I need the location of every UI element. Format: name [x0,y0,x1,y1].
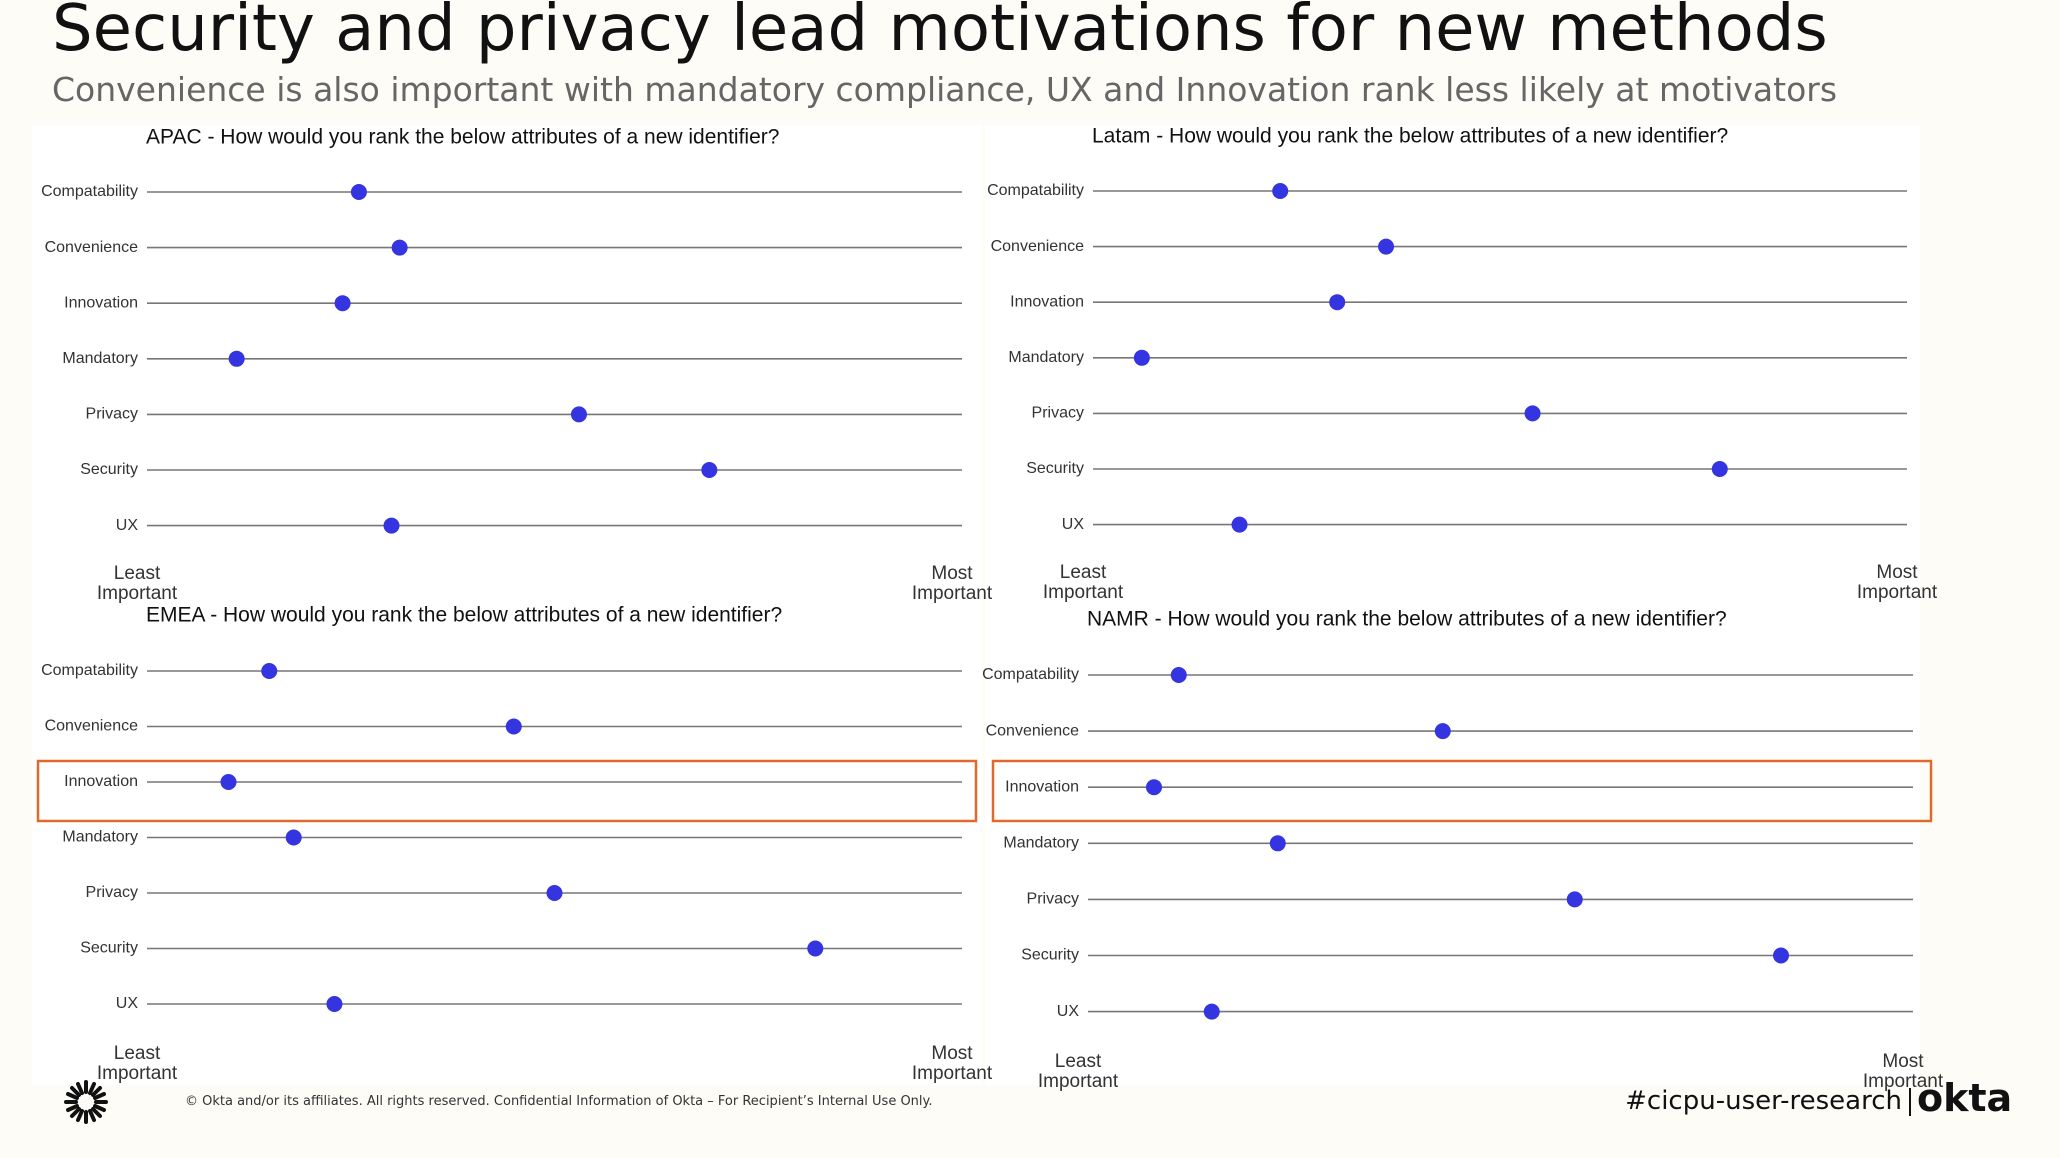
category-label: UX [1057,1003,1080,1020]
category-label: Compatability [987,182,1084,199]
category-label: Mandatory [1008,349,1084,366]
category-label: Compatability [41,183,138,200]
category-label: Security [80,461,138,478]
category-label: Innovation [1005,778,1079,795]
dot [505,718,522,735]
dot [1434,723,1451,740]
dot [1524,405,1541,422]
dot [383,517,400,534]
category-label: Security [80,940,138,957]
dot [350,184,367,200]
chart-title: EMEA - How would you rank the below attr… [146,604,782,627]
dot [1272,183,1289,199]
category-label: Innovation [64,294,138,311]
dot [1378,238,1395,255]
category-label: Innovation [64,773,138,790]
category-label: UX [1062,516,1085,533]
x-tick-label: Most Important [911,563,993,604]
category-label: Compatability [41,662,138,679]
copyright: © Okta and/or its affiliates. All rights… [185,1094,933,1109]
category-label: Mandatory [62,350,138,367]
dot [334,295,351,312]
dot [326,996,343,1012]
panel [32,125,982,605]
dot [1203,1003,1220,1020]
dot [1773,947,1789,964]
dot [1329,294,1346,311]
category-label: Convenience [986,722,1080,739]
panel [32,605,982,1085]
dot [391,239,408,256]
category-label: Mandatory [1003,835,1079,852]
chart-title: Latam - How would you rank the below att… [1092,125,1728,148]
x-tick-label: Least Important [96,1043,178,1084]
dot [261,663,278,679]
highlight-box [991,759,1933,823]
hashtag: #cicpu-user-research [1625,1086,1902,1116]
dot [1231,516,1248,533]
category-label: Convenience [45,239,139,256]
highlight-box [36,759,978,823]
category-label: UX [116,517,139,534]
category-label: Privacy [86,884,138,901]
category-label: Security [1026,460,1084,477]
category-label: Convenience [991,238,1085,255]
dot [228,350,245,367]
category-label: Convenience [45,718,139,735]
panel [985,605,1920,1085]
category-label: Privacy [86,406,138,423]
chart-title: NAMR - How would you rank the below attr… [1087,608,1727,631]
dot [1133,349,1150,366]
dot [1269,835,1286,852]
category-label: Innovation [1010,293,1084,310]
category-label: Security [1021,947,1079,964]
x-tick-label: Least Important [1037,1051,1119,1092]
panel [985,125,1920,605]
chart-title: APAC - How would you rank the below attr… [146,126,779,149]
dot [285,829,302,846]
x-tick-label: Most Important [1862,1051,1944,1092]
dot [570,406,587,423]
x-tick-label: Least Important [1042,562,1124,603]
category-label: Privacy [1027,891,1079,908]
slide-subtitle: Convenience is also important with manda… [52,70,1838,109]
dot [701,462,718,478]
dot [807,940,824,957]
x-tick-label: Least Important [96,563,178,604]
dot [1146,779,1162,796]
category-label: UX [116,995,139,1012]
dot [220,774,237,790]
category-label: Compatability [982,666,1079,683]
category-label: Mandatory [62,829,138,846]
dot [1170,667,1187,683]
category-label: Privacy [1032,405,1084,422]
slide-title: Security and privacy lead motivations fo… [52,0,1828,66]
dot [1566,891,1583,908]
x-tick-label: Most Important [911,1043,993,1084]
dot [1711,461,1728,477]
x-tick-label: Most Important [1856,562,1938,603]
brand: okta [1917,1076,2013,1120]
logo-icon [64,1080,108,1124]
dot [546,885,563,901]
